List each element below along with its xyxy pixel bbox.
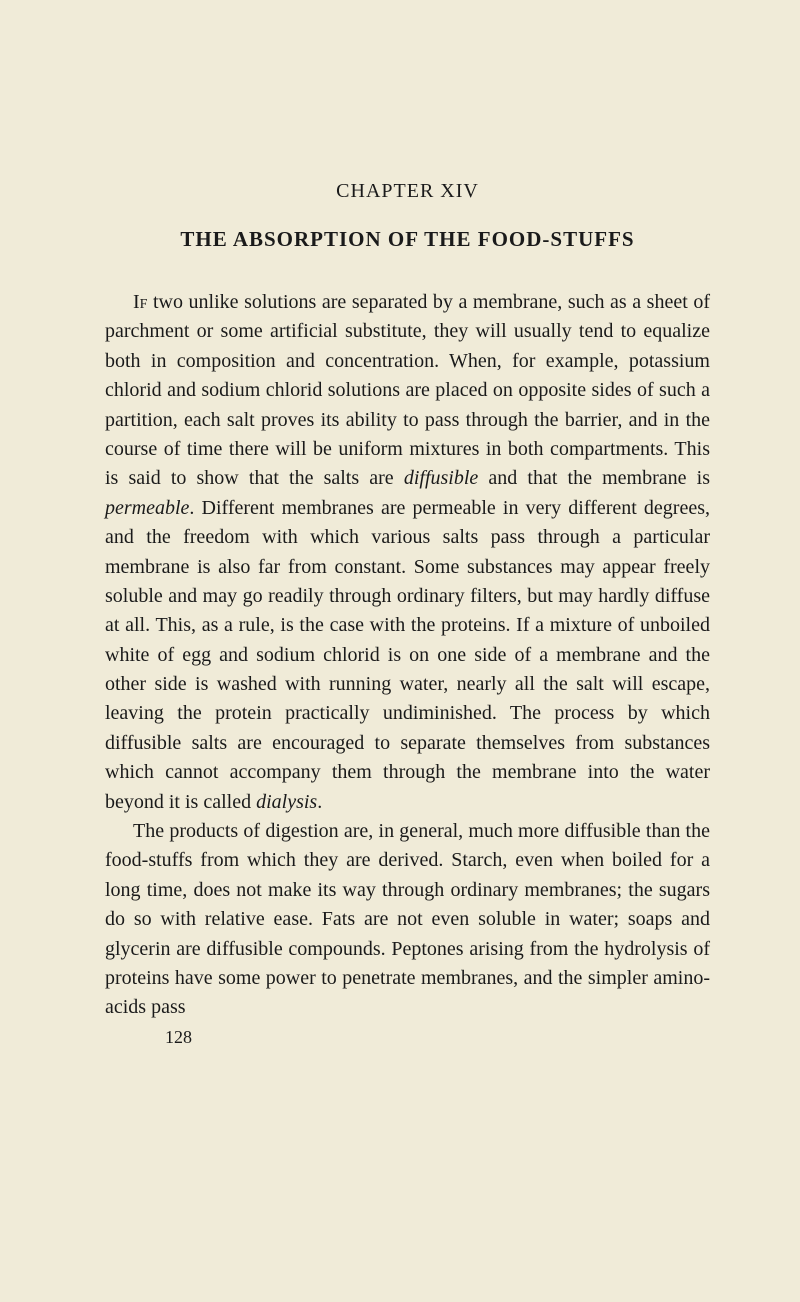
paragraph-1: If two unlike solutions are separated by… — [105, 288, 710, 817]
body-text: . — [317, 791, 322, 813]
page-number: 128 — [165, 1027, 710, 1048]
body-text: . Different membranes are permeable in v… — [105, 497, 710, 813]
chapter-number: CHAPTER XIV — [105, 180, 710, 203]
italic-term: dialysis — [256, 791, 317, 813]
body-text: two unlike solutions are separated by a … — [105, 291, 710, 489]
italic-term: permeable — [105, 497, 189, 519]
lead-word: If — [133, 291, 147, 313]
chapter-title: THE ABSORPTION OF THE FOOD-STUFFS — [105, 227, 710, 252]
paragraph-2: The products of digestion are, in genera… — [105, 817, 710, 1023]
italic-term: diffusible — [404, 467, 478, 489]
body-text: and that the membrane is — [478, 467, 710, 489]
